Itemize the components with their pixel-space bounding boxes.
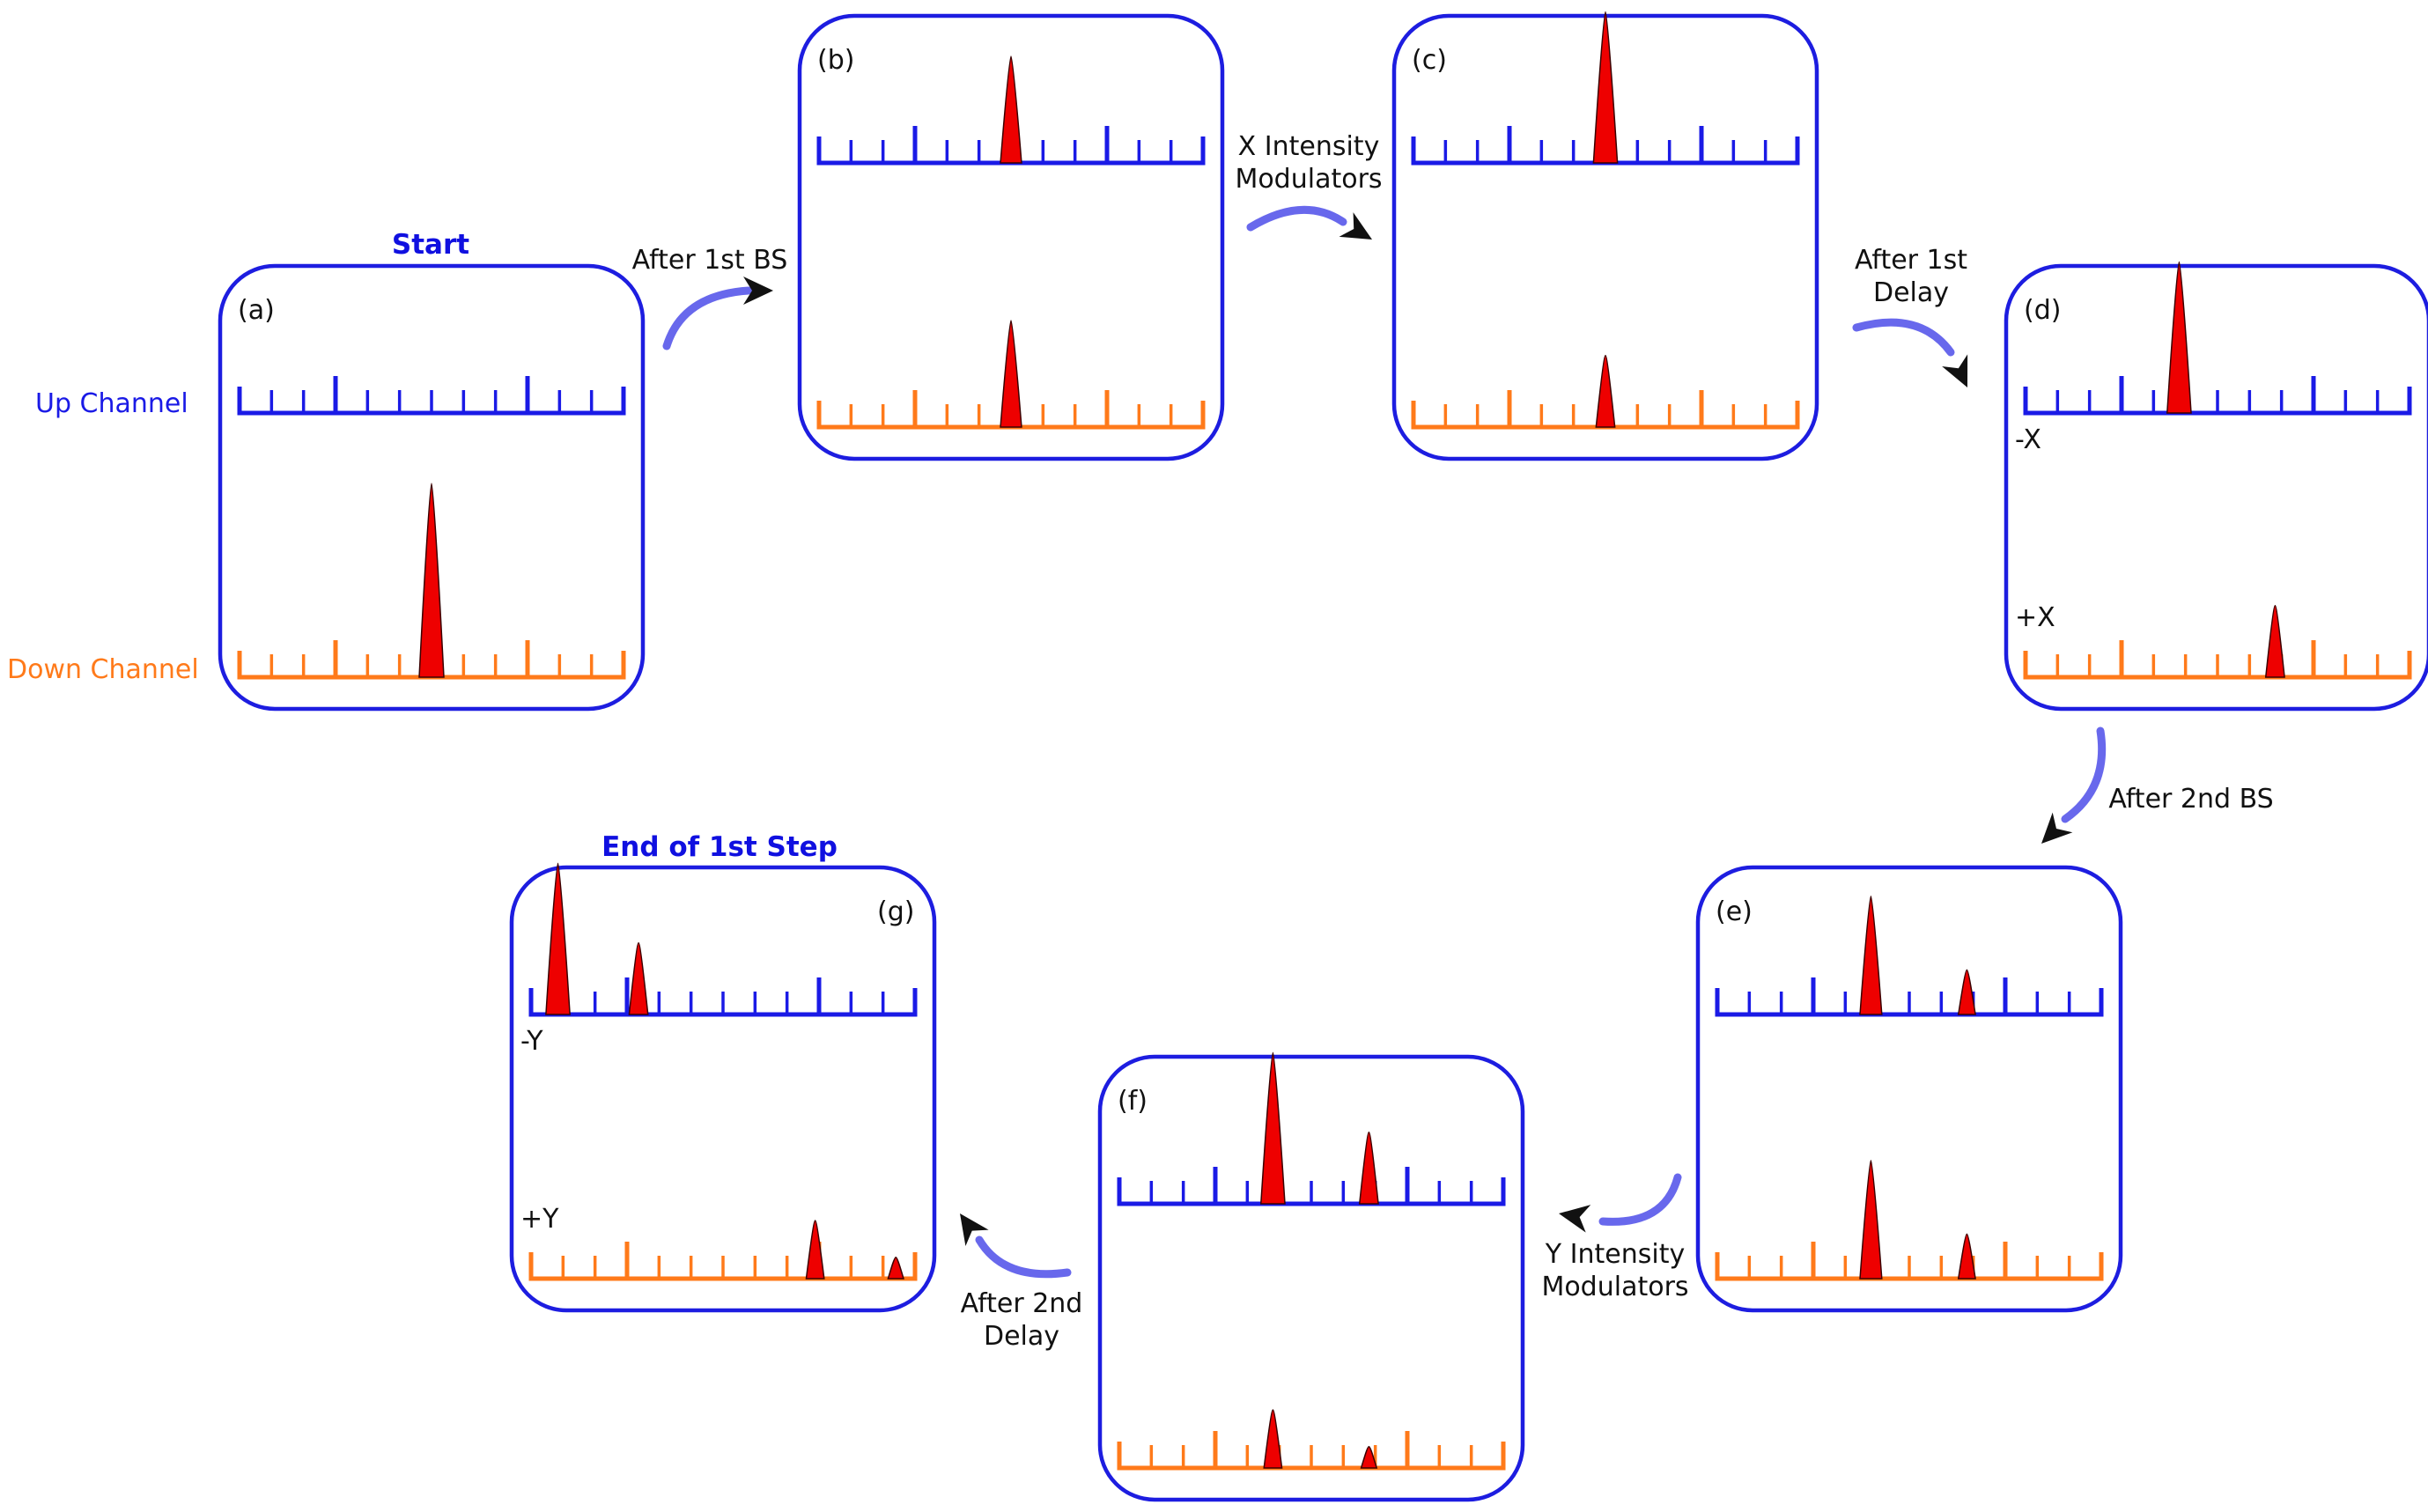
up-channel-axis <box>528 977 918 1017</box>
up-tag-d: -X <box>2015 424 2041 455</box>
down-tag-d: +X <box>2015 602 2055 633</box>
end-title: End of 1st Step <box>601 831 838 863</box>
panel-label-e: (e) <box>1716 896 1753 927</box>
panel-f: (f) <box>1097 1051 1525 1502</box>
down-pulse-e-0 <box>1859 1160 1883 1280</box>
transition-label: After 2nd <box>961 1288 1083 1319</box>
arrowhead-icon <box>1339 212 1372 240</box>
panel-label-b: (b) <box>817 45 854 76</box>
transition-arc <box>662 286 753 350</box>
transition-arc <box>1852 318 1955 357</box>
down-pulse-a-0 <box>418 483 445 678</box>
up-channel-axis <box>2023 376 2412 416</box>
panels: (a) (b) (c) (d) -X +X (e) (f) (g) -Y +Y <box>218 11 2428 1502</box>
transition-label: Modulators <box>1235 164 1382 195</box>
panel-frame <box>797 13 1225 461</box>
arrowhead-icon <box>1559 1205 1591 1233</box>
arrowhead-icon <box>743 277 773 305</box>
panel-label-a: (a) <box>238 295 275 326</box>
up-tag-g: -Y <box>520 1026 543 1057</box>
up-pulse-e-0 <box>1859 896 1883 1015</box>
panel-a: (a) <box>218 263 646 712</box>
arrowhead-icon <box>1942 354 1968 387</box>
up-pulse-f-1 <box>1358 1131 1379 1205</box>
transition-label: Modulators <box>1541 1272 1688 1302</box>
panel-label-g: (g) <box>877 896 914 927</box>
transition-label: After 1st BS <box>632 245 788 276</box>
transition-arc <box>1598 1173 1682 1226</box>
up-pulse-b-0 <box>1000 55 1022 164</box>
transition-label: Delay <box>1873 277 1949 308</box>
up-pulse-e-1 <box>1957 969 1976 1015</box>
panel-d: (d) -X +X <box>2004 261 2428 712</box>
transition-label: X Intensity <box>1238 131 1380 162</box>
down-pulse-e-1 <box>1957 1233 1976 1280</box>
down-channel-axis <box>1715 1242 2104 1281</box>
transition-arc <box>1246 205 1347 232</box>
transition-arc <box>2061 726 2107 823</box>
arrowhead-icon <box>2041 812 2073 844</box>
up-pulse-c-0 <box>1592 11 1619 164</box>
panel-g: (g) -Y +Y <box>509 862 937 1313</box>
panel-label-d: (d) <box>2024 295 2061 326</box>
transition-label: Delay <box>984 1321 1059 1352</box>
down-pulse-f-1 <box>1360 1446 1378 1469</box>
down-pulse-b-0 <box>1000 320 1022 428</box>
up-pulse-g-1 <box>628 941 649 1015</box>
down-pulse-d-0 <box>2264 604 2285 678</box>
transition-label: Y Intensity <box>1545 1239 1685 1270</box>
down-channel-label: Down Channel <box>7 654 199 685</box>
down-pulse-g-0 <box>805 1220 825 1280</box>
transition-t4: After 2nd BS <box>2041 726 2274 844</box>
panel-c: (c) <box>1391 11 1819 461</box>
transition-label: After 1st <box>1855 245 1967 276</box>
transition-label: After 2nd BS <box>2108 784 2273 815</box>
down-pulse-g-1 <box>887 1257 904 1280</box>
panel-e: (e) <box>1695 865 2123 1313</box>
up-channel-axis <box>1117 1167 1506 1206</box>
transition-arc <box>975 1235 1072 1279</box>
transition-t1: After 1st BS <box>632 245 788 350</box>
panel-frame <box>1695 865 2123 1313</box>
panel-label-c: (c) <box>1412 45 1447 76</box>
panel-frame <box>2004 263 2428 712</box>
up-pulse-g-0 <box>545 862 571 1015</box>
panel-label-f: (f) <box>1118 1086 1148 1117</box>
panel-b: (b) <box>797 13 1225 461</box>
up-channel-axis <box>237 376 626 416</box>
up-channel-axis <box>1715 977 2104 1017</box>
up-pulse-f-0 <box>1259 1051 1286 1205</box>
arrowhead-icon <box>960 1213 989 1247</box>
panel-frame <box>1097 1054 1525 1502</box>
down-pulse-f-0 <box>1263 1409 1283 1469</box>
panel-frame <box>509 865 937 1313</box>
down-tag-g: +Y <box>520 1204 559 1235</box>
up-pulse-d-0 <box>2166 261 2192 414</box>
down-pulse-c-0 <box>1595 354 1616 428</box>
start-title: Start <box>392 229 469 261</box>
up-channel-label: Up Channel <box>35 388 188 419</box>
